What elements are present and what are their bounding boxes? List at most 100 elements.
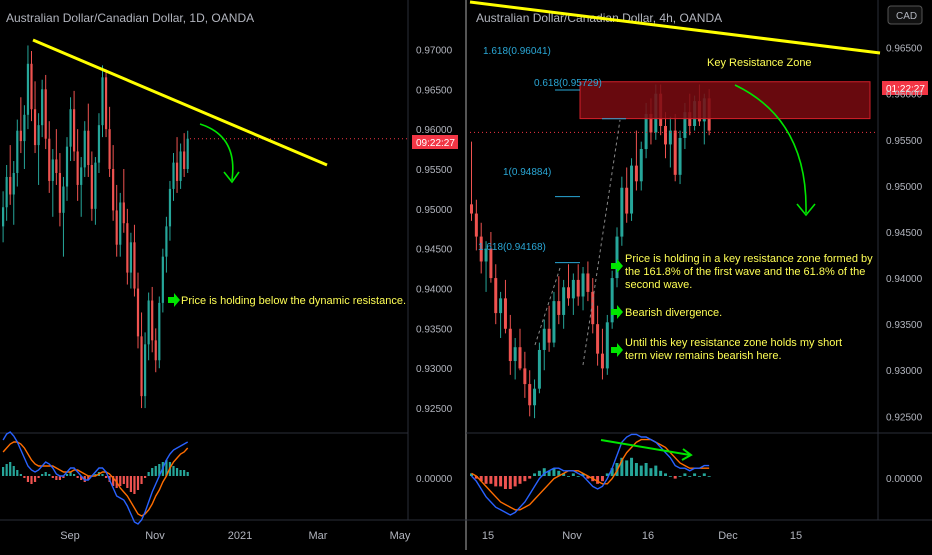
left-macd-hist-19 <box>69 472 72 476</box>
left-macd-hist-6 <box>23 476 26 478</box>
right-bullet-3 <box>611 343 623 357</box>
currency-badge[interactable]: CAD <box>896 11 917 22</box>
left-macd-hist-44 <box>158 464 161 476</box>
right-macd-hist-20 <box>567 476 570 477</box>
right-bullet-2 <box>611 305 623 319</box>
left-y-tick-9: 0.92500 <box>416 404 453 415</box>
left-candle-body-12 <box>44 89 47 139</box>
right-macd-hist-33 <box>630 457 634 476</box>
left-candle-body-11 <box>41 89 44 126</box>
right-candle-body-7 <box>503 298 507 329</box>
left-macd-hist-12 <box>44 472 47 476</box>
right-candle-body-2 <box>479 236 483 262</box>
left-macd-hist-20 <box>73 474 76 476</box>
right-candle-body-18 <box>557 301 561 315</box>
right-candle-body-34 <box>634 165 638 182</box>
right-macd-hist-26 <box>596 476 600 484</box>
right-candle-body-3 <box>484 248 488 262</box>
right-candle-body-19 <box>562 287 566 315</box>
right-macd-hist-11 <box>523 476 527 482</box>
left-macd-hist-21 <box>76 476 79 478</box>
right-y-tick-4: 0.94500 <box>886 228 923 239</box>
left-x-tick-2: 2021 <box>228 530 252 542</box>
right-candle-body-22 <box>576 279 580 297</box>
right-macd-hist-36 <box>644 463 648 476</box>
right-macd-hist-5 <box>494 476 498 487</box>
left-candle-body-4 <box>16 130 19 173</box>
right-x-tick-1: Nov <box>562 530 582 542</box>
left-macd-hist-43 <box>154 466 157 476</box>
left-macd-hist-51 <box>183 470 186 476</box>
resistance-zone <box>579 81 871 120</box>
fib-label-0618: 0.618(0.95729) <box>534 78 602 89</box>
left-candle-body-38 <box>136 288 140 337</box>
left-macd-hist-40 <box>144 476 147 478</box>
left-macd-hist-46 <box>165 460 168 476</box>
right-y-tick-1: 0.96000 <box>886 90 923 101</box>
left-macd-line <box>2 431 189 525</box>
left-candle-body-46 <box>165 226 168 257</box>
right-candle-body-40 <box>664 125 667 145</box>
left-candle-body-36 <box>129 242 132 273</box>
right-y-tick-7: 0.93000 <box>886 366 923 377</box>
right-annotation-line-4: Bearish divergence. <box>625 307 722 319</box>
right-macd-hist-32 <box>625 460 629 476</box>
right-candle-body-36 <box>644 114 648 150</box>
right-bullet-1 <box>611 259 623 273</box>
left-candle-body-33 <box>119 202 122 245</box>
right-candle-body-6 <box>499 298 503 314</box>
right-candle-body-16 <box>547 328 551 343</box>
right-macd-hist-39 <box>659 470 663 476</box>
right-candle-body-35 <box>639 149 643 182</box>
right-macd-hist-29 <box>610 468 614 476</box>
right-arrow-head <box>796 203 816 217</box>
left-macd-hist-16 <box>58 476 61 480</box>
left-macd-hist-48 <box>172 466 175 476</box>
right-candle-body-10 <box>518 347 522 369</box>
left-x-tick-0: Sep <box>60 530 80 542</box>
left-candle-body-24 <box>87 130 90 166</box>
left-candle-body-13 <box>48 138 51 181</box>
right-macd-hist-12 <box>528 476 532 479</box>
left-macd-hist-22 <box>80 476 83 480</box>
right-price-tag-bg <box>882 81 928 95</box>
left-y-tick-3: 0.95500 <box>416 165 453 176</box>
right-y-tick-6: 0.93500 <box>886 320 923 331</box>
left-candle-body-32 <box>115 210 118 245</box>
left-macd-hist-0 <box>2 467 5 476</box>
right-annotation-line-2: the 161.8% of the first wave and the 61.… <box>625 266 865 278</box>
right-x-tick-3: Dec <box>718 530 738 542</box>
right-candle-body-29 <box>610 278 614 323</box>
left-macd-hist-9 <box>33 476 37 482</box>
right-candle-body-4 <box>489 248 493 279</box>
left-candle-body-39 <box>140 336 143 397</box>
left-macd-hist-41 <box>147 472 150 476</box>
left-y-tick-7: 0.93500 <box>416 324 453 335</box>
fib-wave-guide-1 <box>534 267 561 346</box>
fib-wave-guide-2 <box>582 119 621 366</box>
right-candle-body-27 <box>600 353 604 369</box>
left-y-tick-8: 0.93000 <box>416 364 453 375</box>
left-macd-hist-24 <box>87 476 90 480</box>
left-x-tick-4: May <box>390 530 411 542</box>
left-y-tick-5: 0.94500 <box>416 245 453 256</box>
right-x-tick-2: 16 <box>642 530 654 542</box>
right-macd-hist-22 <box>576 476 580 477</box>
left-candle-body-50 <box>179 151 182 181</box>
left-macd-hist-28 <box>101 474 104 476</box>
left-bearish-arrow <box>199 123 234 181</box>
right-annotation-line-6: term view remains bearish here. <box>625 350 782 362</box>
right-y-tick-8: 0.92500 <box>886 412 923 423</box>
left-y-tick-1: 0.96500 <box>416 85 453 96</box>
left-candle-body-6 <box>23 114 26 142</box>
right-macd-hist-42 <box>673 476 677 479</box>
right-candle-body-43 <box>678 137 682 175</box>
right-macd-hist-35 <box>639 465 643 476</box>
left-candle-body-26 <box>94 162 97 209</box>
right-candle-body-17 <box>552 301 556 343</box>
left-candle-body-23 <box>83 130 86 168</box>
currency-badge-bg[interactable] <box>887 5 923 25</box>
left-macd-hist-7 <box>26 476 30 482</box>
right-candle-body-32 <box>625 187 629 214</box>
